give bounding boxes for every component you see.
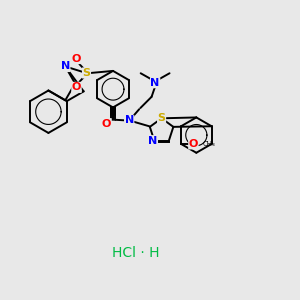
- Text: N: N: [61, 61, 70, 71]
- Text: N: N: [124, 116, 134, 125]
- Text: CH₃: CH₃: [203, 141, 216, 147]
- Text: O: O: [72, 82, 81, 92]
- Text: S: S: [158, 113, 166, 123]
- Text: O: O: [72, 53, 81, 64]
- Text: N: N: [148, 136, 158, 146]
- Text: O: O: [189, 139, 198, 149]
- Text: HCl · H: HCl · H: [112, 246, 159, 260]
- Text: S: S: [82, 68, 91, 78]
- Text: N: N: [151, 78, 160, 88]
- Text: O: O: [102, 118, 111, 129]
